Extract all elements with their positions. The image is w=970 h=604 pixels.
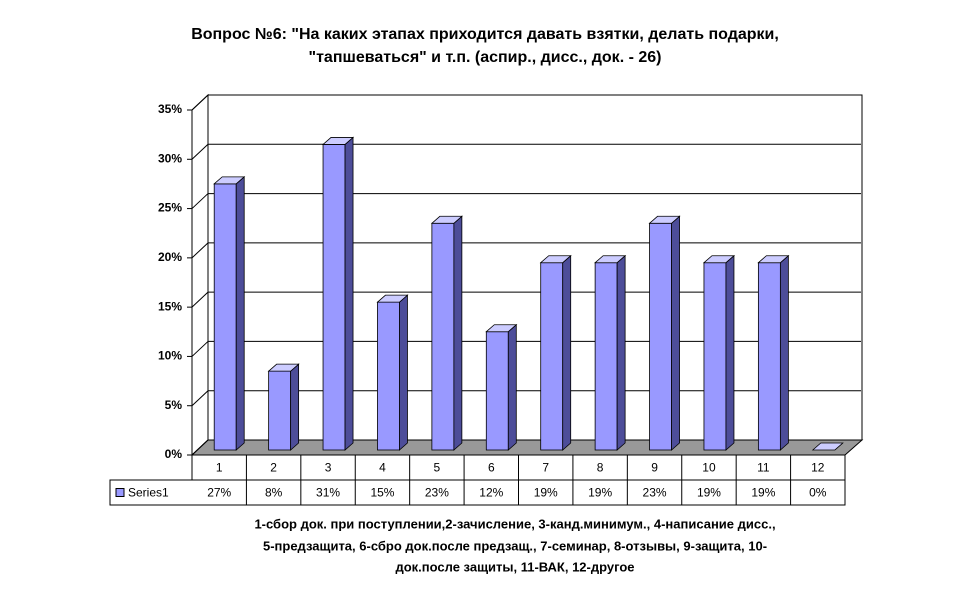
x-tick-label: 4: [379, 461, 386, 475]
x-tick-label: 12: [811, 461, 825, 475]
grid-line: [191, 193, 209, 209]
x-tick-label: 5: [434, 461, 441, 475]
value-label: 19%: [534, 486, 558, 500]
grid-line: [191, 291, 209, 308]
bar: [703, 262, 727, 451]
bar-top: [376, 294, 409, 303]
bar-top: [321, 137, 355, 145]
bar-top: [702, 255, 736, 264]
axis-note: 1-сбор док. при поступлении,2-зачисление…: [254, 516, 775, 531]
legend-label: Series1: [128, 486, 169, 500]
bar-top: [594, 255, 627, 264]
grid-line: [191, 94, 209, 111]
value-label: 31%: [316, 486, 340, 500]
value-label: 12%: [479, 486, 503, 500]
bar-side: [344, 136, 354, 451]
x-tick-label: 3: [325, 461, 332, 475]
bar: [485, 331, 509, 451]
table-border: [109, 479, 846, 506]
grid-line: [191, 390, 209, 407]
bar: [377, 301, 400, 451]
value-label: 8%: [265, 486, 283, 500]
y-tick-label: 25%: [158, 201, 182, 215]
bar: [213, 183, 237, 451]
bar-side: [725, 254, 735, 451]
bar-side: [507, 323, 517, 451]
bar-top: [539, 255, 572, 264]
bar-top: [648, 215, 681, 224]
legend-swatch: [115, 488, 125, 497]
bar-top: [267, 363, 300, 372]
value-label: 19%: [697, 486, 721, 500]
x-tick-label: 7: [542, 461, 549, 475]
bar-side: [671, 215, 680, 451]
value-label: 27%: [207, 486, 231, 500]
axis-note: 5-предзащита, 6-сбро док.после предзащ.,…: [263, 538, 767, 553]
x-tick-label: 6: [488, 461, 495, 475]
value-label: 15%: [370, 486, 394, 500]
bar-top: [811, 442, 844, 451]
bar-side: [290, 363, 300, 451]
bar: [649, 222, 672, 451]
value-label: 23%: [425, 486, 449, 500]
grid-line: [191, 242, 209, 259]
y-tick-label: 30%: [158, 151, 182, 165]
chart-title: "тапшеваться" и т.п. (аспир., дисс., док…: [309, 49, 662, 66]
side-wall: [191, 93, 209, 457]
y-tick-label: 15%: [158, 299, 182, 313]
chart-title: Вопрос №6: "На каких этапах приходится д…: [191, 26, 779, 43]
grid-line: [191, 439, 209, 456]
y-tick-label: 35%: [158, 102, 182, 116]
bar: [431, 222, 455, 451]
value-label: 23%: [643, 486, 667, 500]
value-label: 19%: [588, 486, 612, 500]
bar-side: [779, 254, 789, 451]
y-tick-label: 0%: [165, 447, 183, 461]
bar-side: [562, 254, 572, 451]
bar-side: [453, 215, 463, 451]
bar: [594, 262, 618, 451]
bar-side: [616, 254, 626, 451]
bar-top: [430, 215, 463, 224]
back-wall: [207, 94, 863, 441]
y-tick-label: 5%: [165, 398, 183, 412]
x-tick-label: 9: [651, 461, 658, 475]
bar: [540, 262, 564, 451]
y-tick-label: 10%: [158, 349, 182, 363]
bar: [268, 370, 292, 451]
bar-top: [485, 324, 518, 333]
x-tick-label: 2: [270, 461, 277, 475]
bar-top: [757, 255, 790, 264]
bar-side: [399, 294, 408, 451]
bar-side: [235, 175, 245, 451]
value-label: 0%: [809, 486, 827, 500]
x-tick-label: 8: [597, 461, 604, 475]
x-tick-label: 1: [216, 461, 223, 475]
x-tick-label: 11: [757, 461, 770, 475]
bar-top: [213, 176, 246, 185]
grid-line: [191, 341, 209, 357]
value-label: 19%: [751, 486, 775, 500]
x-tick-label: 10: [702, 461, 716, 475]
grid-line: [191, 143, 209, 160]
bar: [322, 144, 346, 451]
y-tick-label: 20%: [158, 250, 182, 264]
axis-note: док.после защиты, 11-ВАК, 12-другое: [395, 559, 634, 574]
bar: [757, 262, 781, 451]
